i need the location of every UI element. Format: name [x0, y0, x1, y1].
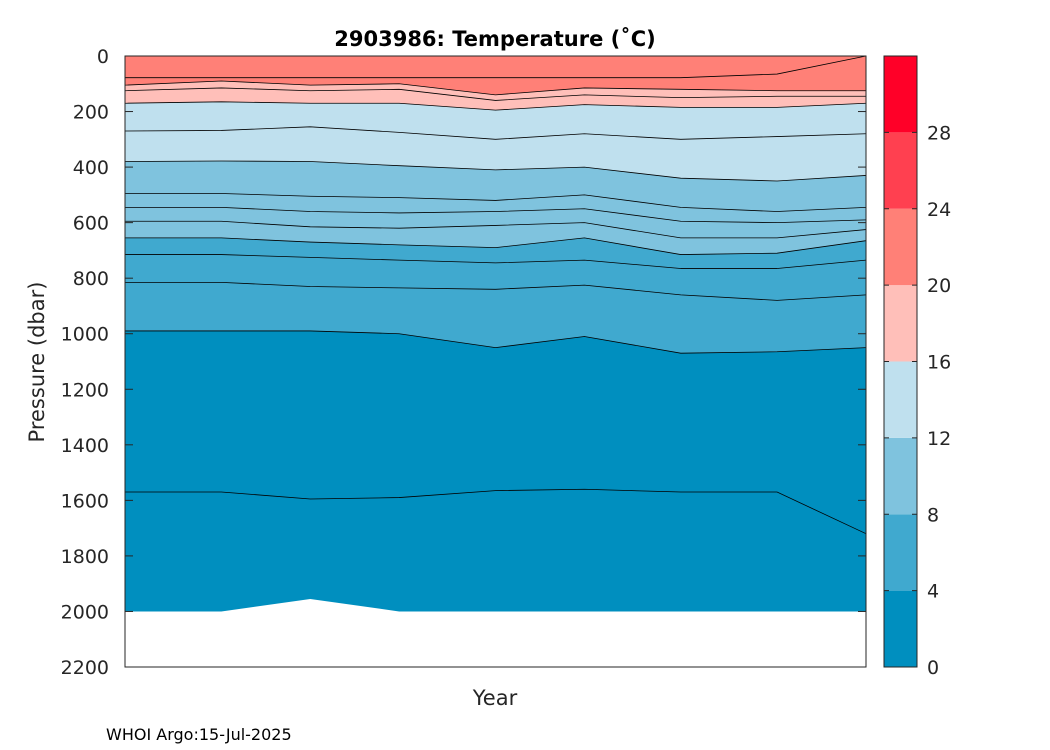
- isotherm-line: [124, 126, 867, 140]
- isotherm-line: [125, 206, 867, 224]
- temperature-band: [125, 237, 866, 269]
- colorbar-tick-label: 20: [927, 275, 951, 297]
- plot-axes: 0 200 400 600 800 1000 1200 1400 1600 1800 2000 220…: [61, 46, 867, 679]
- y-tick-label: 600: [73, 213, 109, 235]
- y-tick-label: 200: [73, 102, 109, 124]
- isotherm-line: [124, 160, 867, 182]
- isotherm-line: [124, 101, 867, 111]
- x-axis-title: Year: [472, 686, 518, 710]
- y-axis-title: Pressure (dbar): [25, 282, 49, 443]
- temperature-band: [125, 56, 866, 78]
- isotherm-line: [125, 55, 867, 79]
- y-tick-label: 1600: [61, 490, 109, 512]
- isotherm-line: [125, 488, 867, 535]
- y-tick-label: 2200: [61, 657, 109, 679]
- isotherm-line: [125, 193, 867, 212]
- y-tick-label: 1400: [61, 435, 109, 457]
- y-tick-label: 1000: [61, 324, 109, 346]
- colorbar: 0 4 8 12 16 20 24 28: [883, 55, 951, 679]
- temperature-band: [125, 126, 866, 181]
- temperature-band: [125, 254, 866, 301]
- footer-source-label: WHOI Argo:15-Jul-2025: [106, 725, 292, 744]
- colorbar-band: [884, 132, 917, 209]
- chart-title: 2903986: Temperature (˚C): [334, 27, 655, 51]
- isotherm-line: [125, 254, 867, 269]
- y-tick-label: 1200: [61, 379, 109, 401]
- colorbar-tick-label: 0: [927, 657, 939, 679]
- colorbar-band: [884, 590, 917, 667]
- plot-frame: [124, 55, 867, 668]
- y-tick-label: 400: [73, 157, 109, 179]
- y-tick-label: 800: [73, 268, 109, 290]
- colorbar-tick-label: 24: [927, 199, 951, 221]
- colorbar-tick-label: 12: [927, 428, 951, 450]
- temperature-band: [125, 207, 866, 238]
- colorbar-band: [884, 361, 917, 438]
- colorbar-tick-label: 16: [927, 352, 951, 374]
- temperature-band: [125, 221, 866, 255]
- colorbar-band: [884, 437, 917, 515]
- isotherm-line: [125, 281, 867, 301]
- temperature-band: [125, 87, 866, 111]
- y-tick-label: 0: [97, 46, 109, 68]
- isotherm-line: [124, 87, 866, 101]
- colorbar-band: [884, 514, 917, 591]
- isotherm-line: [125, 237, 867, 255]
- colorbar-tick-label: 4: [927, 581, 939, 603]
- temperature-band: [125, 80, 866, 101]
- temperature-band: [125, 160, 866, 212]
- isotherm-line: [125, 330, 867, 354]
- temperature-band: [125, 193, 866, 223]
- colorbar-tick-label: 28: [927, 122, 951, 144]
- isotherm-line: [125, 220, 867, 239]
- colorbar-band: [884, 56, 917, 133]
- y-tick-label: 1800: [61, 546, 109, 568]
- colorbar-band: [884, 208, 917, 286]
- contour-plot-area: [124, 55, 867, 612]
- colorbar-band: [884, 285, 917, 362]
- isotherm-line: [124, 80, 866, 96]
- temperature-band: [125, 101, 866, 140]
- temperature-band: [125, 489, 866, 612]
- temperature-band: [125, 330, 866, 534]
- colorbar-tick-label: 8: [927, 504, 939, 526]
- y-tick-label: 2000: [61, 601, 109, 623]
- temperature-band: [125, 282, 866, 354]
